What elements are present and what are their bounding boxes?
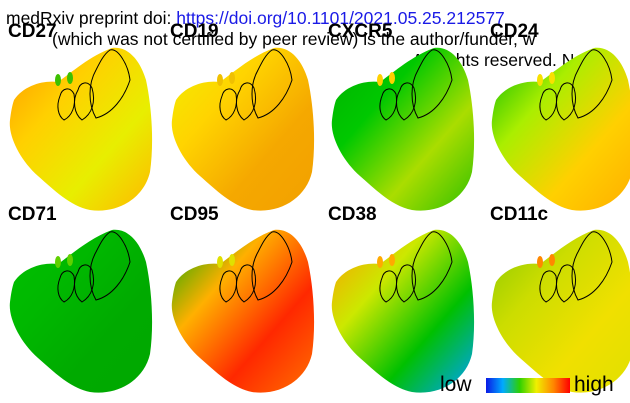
umap-plot-cxcr5 — [322, 40, 482, 215]
cell-density-shape — [171, 47, 315, 211]
gate-outline — [411, 49, 453, 119]
gate-outline — [89, 49, 131, 119]
small-cluster — [549, 72, 555, 84]
umap-plot-cd95 — [162, 222, 322, 397]
small-cluster — [549, 254, 555, 266]
legend-high-label: high — [574, 373, 614, 396]
small-cluster — [55, 256, 61, 268]
panel-label-cd95: CD95 — [170, 204, 219, 225]
gate-outline — [219, 270, 237, 303]
panel-label-cxcr5: CXCR5 — [328, 21, 393, 42]
small-cluster — [537, 74, 543, 86]
umap-plot-cd11c — [482, 222, 630, 397]
gate-outline — [89, 231, 131, 301]
gate-outline — [571, 231, 613, 301]
cell-density-shape — [9, 47, 153, 211]
small-cluster — [229, 72, 235, 84]
gate-outline — [219, 88, 237, 121]
small-cluster — [217, 74, 223, 86]
gate-outline — [396, 82, 417, 121]
gate-outline — [74, 82, 95, 121]
gate-outline — [539, 270, 557, 303]
header-line-1: medRxiv preprint doi: https://doi.org/10… — [6, 8, 505, 28]
cell-density-shape — [491, 229, 630, 393]
small-cluster — [389, 254, 395, 266]
panel-label-cd27: CD27 — [8, 21, 57, 42]
gate-outline — [251, 49, 293, 119]
panel-label-cd38: CD38 — [328, 204, 377, 225]
small-cluster — [217, 256, 223, 268]
umap-plot-cd71 — [0, 222, 160, 397]
umap-plot-cd38 — [322, 222, 482, 397]
legend-gradient-bar — [486, 378, 570, 393]
small-cluster — [67, 254, 73, 266]
doi-link[interactable]: https://doi.org/10.1101/2021.05.25.21257… — [176, 8, 505, 28]
gate-outline — [74, 264, 95, 303]
legend-low-label: low — [440, 373, 472, 396]
gate-outline — [236, 82, 257, 121]
small-cluster — [55, 74, 61, 86]
umap-plot-cd19 — [162, 40, 322, 215]
gate-outline — [236, 264, 257, 303]
small-cluster — [67, 72, 73, 84]
gate-outline — [251, 231, 293, 301]
gate-outline — [396, 264, 417, 303]
color-legend: low high — [440, 372, 630, 400]
panel-label-cd71: CD71 — [8, 204, 57, 225]
small-cluster — [537, 256, 543, 268]
small-cluster — [377, 256, 383, 268]
cell-density-shape — [331, 229, 475, 393]
gate-outline — [571, 49, 613, 119]
small-cluster — [377, 74, 383, 86]
gate-outline — [379, 270, 397, 303]
gate-outline — [57, 88, 75, 121]
gate-outline — [57, 270, 75, 303]
header-prefix: medRxiv preprint doi: — [6, 8, 177, 28]
gate-outline — [556, 264, 577, 303]
gate-outline — [411, 231, 453, 301]
cell-density-shape — [331, 47, 475, 211]
small-cluster — [229, 254, 235, 266]
panel-label-cd11c: CD11c — [490, 204, 549, 225]
cell-density-shape — [491, 47, 630, 211]
small-cluster — [389, 72, 395, 84]
umap-plot-cd27 — [0, 40, 160, 215]
gate-outline — [379, 88, 397, 121]
cell-density-shape — [9, 229, 153, 393]
gate-outline — [539, 88, 557, 121]
umap-plot-cd24 — [482, 40, 630, 215]
gate-outline — [556, 82, 577, 121]
cell-density-shape — [171, 229, 315, 393]
panel-label-cd24: CD24 — [490, 21, 539, 42]
header-line-2: (which was not certified by peer review)… — [52, 29, 536, 49]
panel-label-cd19: CD19 — [170, 21, 219, 42]
